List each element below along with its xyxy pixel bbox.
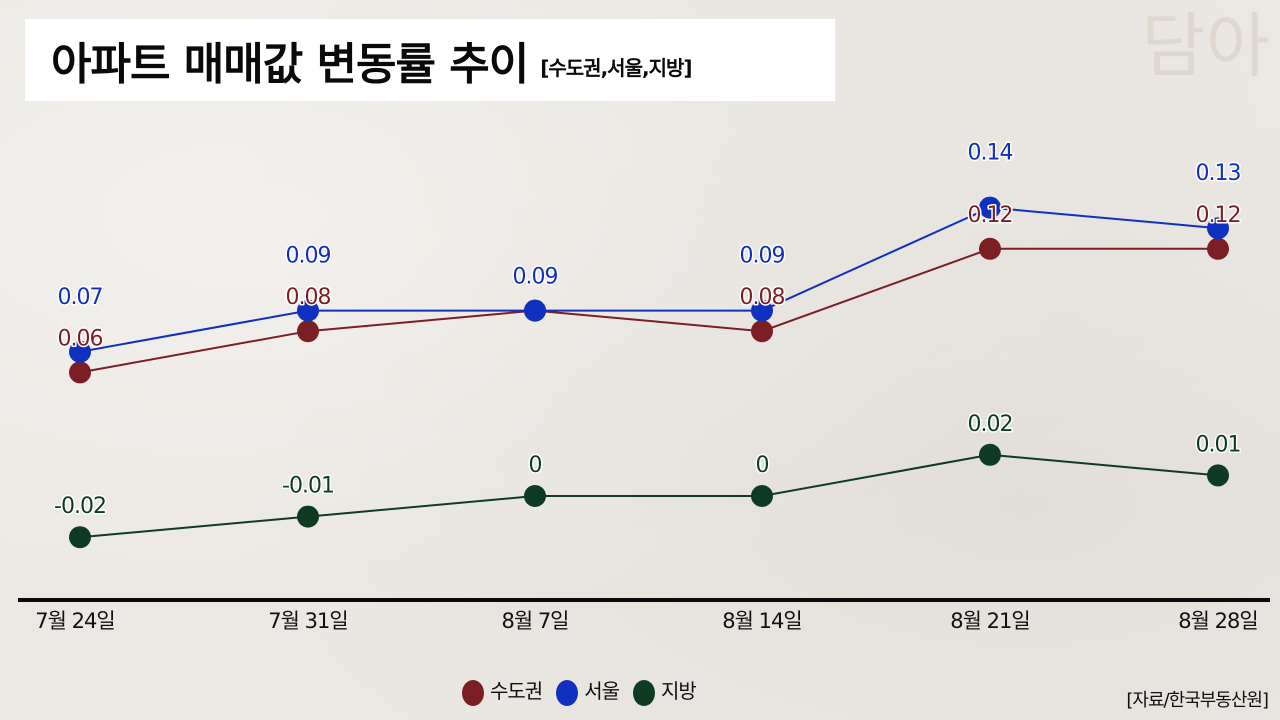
data-value-label: 0.13 bbox=[1196, 161, 1241, 186]
data-value-label: 0.09 bbox=[513, 265, 558, 290]
legend-dot-icon bbox=[556, 680, 579, 706]
data-value-label: -0.02 bbox=[54, 494, 106, 519]
data-point-marker bbox=[751, 485, 773, 507]
data-value-label: 0.14 bbox=[968, 141, 1013, 166]
background-watermark: 담아 bbox=[1141, 5, 1270, 87]
data-value-label: -0.01 bbox=[282, 474, 334, 499]
data-value-label: 0.12 bbox=[968, 203, 1013, 228]
data-value-label: 0.07 bbox=[58, 285, 103, 310]
data-value-label: 0.01 bbox=[1196, 432, 1241, 457]
data-point-marker bbox=[524, 485, 546, 507]
data-value-label: 0.08 bbox=[740, 285, 785, 310]
data-value-label: 0.02 bbox=[968, 412, 1013, 437]
data-point-marker bbox=[297, 505, 319, 528]
data-point-marker bbox=[69, 340, 91, 363]
legend-dot-icon bbox=[633, 680, 656, 706]
x-tick-label: 8월 14일 bbox=[722, 609, 801, 633]
series-group: 0.060.080.090.080.12 0.120.070.090.090.09… bbox=[53, 139, 1243, 549]
data-value-label: 0.09 bbox=[286, 244, 331, 269]
series-line bbox=[79, 453, 1219, 539]
data-value-label: 0.09 bbox=[513, 265, 558, 290]
series-line bbox=[79, 206, 1219, 353]
x-tick-label: 7월 31일 bbox=[268, 609, 347, 633]
x-tick-label: 8월 7일 bbox=[501, 609, 568, 633]
data-point-marker bbox=[524, 299, 546, 322]
data-value-label: 0.08 bbox=[286, 285, 331, 310]
legend-dot-icon bbox=[462, 680, 484, 706]
data-point-marker bbox=[751, 320, 773, 343]
data-value-label: 0.06 bbox=[58, 326, 103, 351]
chart-subtitle: [수도권,서울,지방] bbox=[540, 55, 692, 80]
series-local bbox=[69, 443, 1229, 549]
data-point-marker bbox=[69, 526, 91, 549]
data-point-marker bbox=[297, 299, 319, 322]
data-point-marker bbox=[979, 443, 1001, 466]
x-tick-label: 8월 21일 bbox=[950, 609, 1029, 633]
data-point-marker bbox=[751, 299, 773, 322]
legend: 수도권 서울 지방 bbox=[462, 672, 700, 706]
legend-item-seoul: 서울 bbox=[556, 672, 620, 706]
data-point-marker bbox=[979, 196, 1001, 219]
x-axis-labels: 7월 24일 7월 31일 8월 7일 8월 14일 8월 21일 8월 28일 bbox=[35, 609, 1258, 633]
data-point-marker bbox=[1207, 217, 1229, 240]
x-tick-label: 7월 24일 bbox=[35, 609, 114, 633]
data-value-label: 0.09 bbox=[740, 244, 785, 269]
x-tick-label: 8월 28일 bbox=[1178, 609, 1257, 633]
source-note: [자료/한국부동산원] bbox=[1126, 690, 1269, 711]
legend-item-local: 지방 bbox=[633, 672, 697, 706]
data-point-marker bbox=[69, 361, 91, 384]
chart-title: 아파트 매매값 변동률 추이 bbox=[51, 39, 529, 90]
series-seoul bbox=[69, 196, 1229, 363]
data-point-marker bbox=[979, 237, 1001, 260]
data-point-marker bbox=[1207, 237, 1229, 260]
legend-item-metro: 수도권 bbox=[462, 672, 543, 706]
data-value-label: 0 bbox=[756, 453, 769, 478]
data-value-label: 0 bbox=[529, 453, 542, 478]
data-point-marker bbox=[297, 320, 319, 343]
title-banner: 아파트 매매값 변동률 추이 [수도권,서울,지방] bbox=[25, 19, 835, 101]
series-line bbox=[79, 247, 1218, 374]
data-value-label: 0.12 bbox=[1196, 203, 1241, 228]
data-point-marker bbox=[1207, 464, 1229, 487]
